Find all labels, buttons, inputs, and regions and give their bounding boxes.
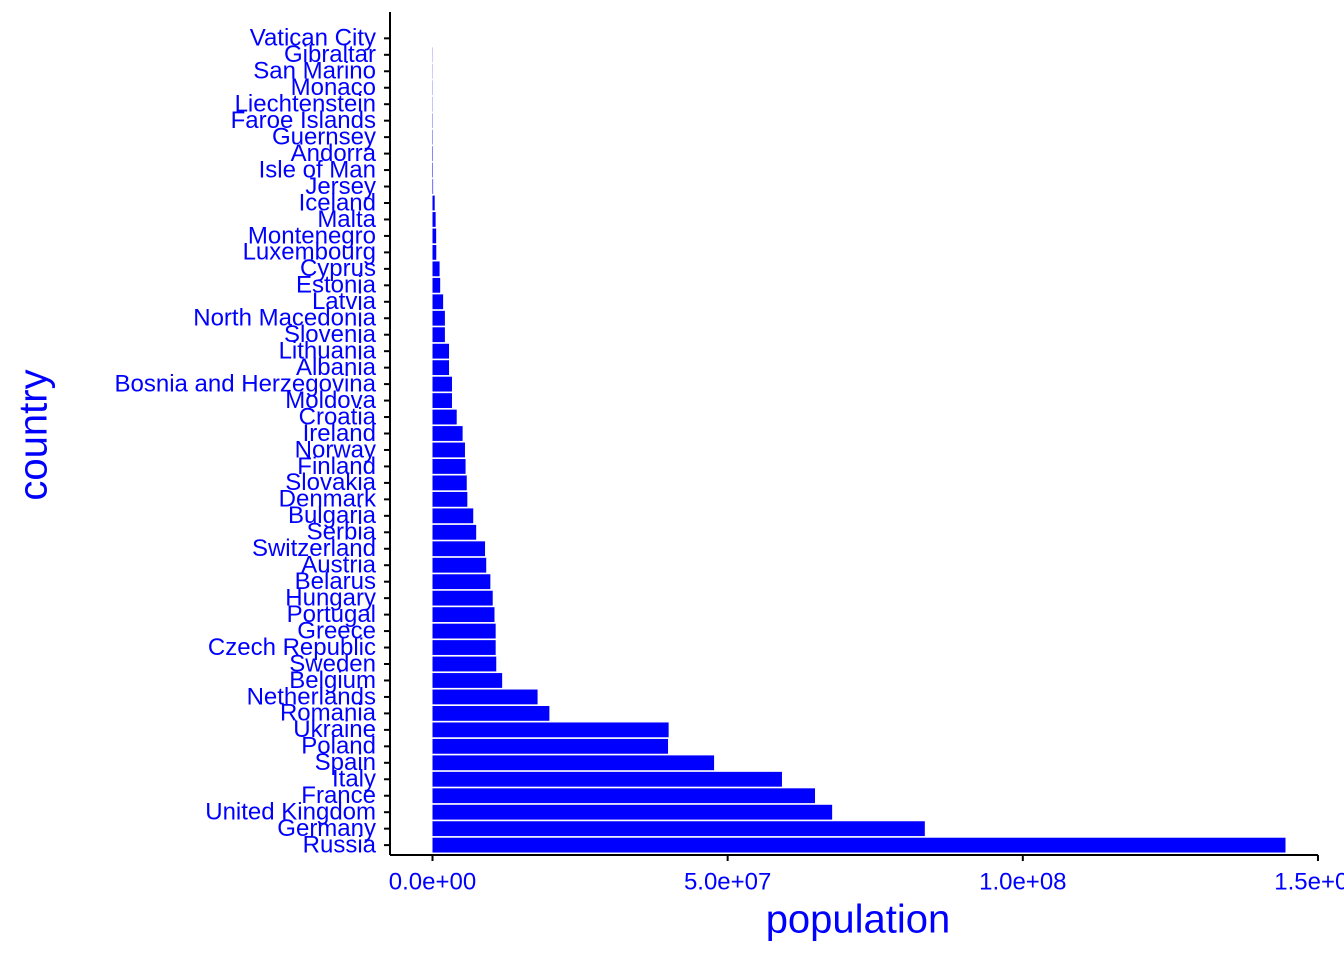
y-tick-label: Montenegro: [248, 222, 376, 249]
y-tick-label: Poland: [301, 733, 376, 760]
y-tick-label: Cyprus: [300, 255, 376, 282]
y-tick-label: Sweden: [289, 650, 376, 677]
bar: [432, 788, 816, 804]
y-tick-label: Romania: [280, 700, 377, 727]
y-tick-label: Liechtenstein: [235, 91, 376, 118]
y-tick-label: Moldova: [285, 387, 376, 414]
bar: [432, 459, 466, 474]
bar: [432, 607, 495, 623]
y-tick-label: Slovakia: [285, 469, 376, 496]
y-tick-label: Bulgaria: [288, 502, 377, 529]
y-tick-label: Hungary: [285, 584, 376, 611]
y-tick-label: Slovenia: [284, 321, 377, 348]
bar: [432, 409, 457, 425]
bar: [432, 689, 538, 705]
bar: [432, 393, 452, 408]
y-tick-label: Portugal: [287, 601, 376, 628]
y-tick-label: Czech Republic: [208, 634, 376, 661]
y-tick-label: Denmark: [279, 486, 377, 513]
y-tick-label: Belarus: [295, 568, 376, 595]
bar: [432, 343, 450, 359]
bar: [432, 294, 444, 310]
bar: [432, 804, 833, 820]
y-tick-label: Isle of Man: [259, 156, 376, 183]
y-tick-label: Ukraine: [293, 716, 376, 743]
bar: [432, 574, 491, 590]
x-tick-label: 5.0e+07: [684, 868, 771, 895]
bar: [432, 491, 468, 507]
bar: [432, 277, 441, 293]
y-tick-label: Serbia: [307, 519, 377, 546]
bar: [432, 705, 550, 721]
y-tick-label: United Kingdom: [205, 799, 376, 826]
y-tick-label: Germany: [277, 815, 376, 842]
y-tick-label: Finland: [297, 453, 376, 480]
bar: [432, 623, 496, 639]
y-tick-label: Italy: [332, 766, 376, 793]
y-tick-label: San Marino: [253, 58, 376, 85]
y-tick-label: Estonia: [296, 272, 377, 299]
y-tick-label: Andorra: [291, 140, 377, 167]
bar: [432, 557, 487, 573]
bar: [432, 426, 463, 441]
y-tick-label: Gibraltar: [284, 41, 376, 68]
bar: [432, 327, 445, 343]
y-tick-label: Russia: [303, 831, 377, 858]
y-tick-label: North Macedonia: [193, 305, 376, 332]
bar: [432, 771, 782, 787]
bar: [432, 162, 434, 178]
y-tick-label: Monaco: [291, 74, 376, 101]
bar: [432, 656, 497, 672]
x-tick-label: 0.0e+00: [389, 868, 476, 895]
y-tick-label: Greece: [297, 617, 376, 644]
y-tick-label: Ireland: [303, 420, 376, 447]
bar: [432, 590, 493, 606]
bar: [432, 755, 715, 771]
bar: [432, 640, 496, 655]
x-axis-title: population: [766, 898, 951, 942]
y-tick-label: Vatican City: [250, 25, 376, 52]
y-tick-label: Belgium: [289, 667, 376, 694]
bar: [432, 541, 486, 557]
bar: [432, 360, 450, 376]
y-tick-label: Latvia: [312, 288, 377, 315]
y-tick-label: France: [301, 782, 376, 809]
y-tick-label: Albania: [296, 354, 377, 381]
y-tick-label: Norway: [295, 436, 376, 463]
x-tick-label: 1.0e+08: [979, 868, 1066, 895]
y-tick-label: Faroe Islands: [231, 107, 376, 134]
x-tick-label: 1.5e+08: [1274, 868, 1344, 895]
bar: [432, 442, 465, 458]
y-tick-label: Malta: [317, 206, 376, 233]
bar: [432, 310, 445, 326]
bar: [432, 212, 436, 227]
bar: [432, 738, 669, 754]
bar: [432, 244, 437, 260]
y-axis-title: country: [12, 369, 56, 500]
bar: [432, 673, 503, 688]
bar: [432, 837, 1286, 853]
bar: [432, 722, 669, 738]
y-tick-label: Netherlands: [247, 683, 376, 710]
y-tick-label: Jersey: [305, 173, 376, 200]
y-tick-label: Bosnia and Herzegovina: [114, 370, 376, 397]
y-tick-label: Croatia: [299, 403, 377, 430]
y-tick-label: Luxembourg: [243, 239, 376, 266]
bar: [432, 524, 477, 540]
bar: [432, 475, 467, 491]
bar: [432, 228, 437, 244]
bar: [432, 376, 452, 392]
y-tick-label: Austria: [301, 552, 376, 579]
bar: [432, 261, 440, 277]
bar: [432, 821, 925, 837]
y-tick-label: Guernsey: [272, 123, 376, 150]
y-tick-label: Lithuania: [279, 338, 377, 365]
bar: [432, 179, 434, 194]
y-tick-label: Spain: [315, 749, 376, 776]
bar: [432, 195, 435, 211]
bar: [432, 508, 474, 524]
y-tick-label: Switzerland: [252, 535, 376, 562]
y-tick-label: Iceland: [299, 189, 376, 216]
